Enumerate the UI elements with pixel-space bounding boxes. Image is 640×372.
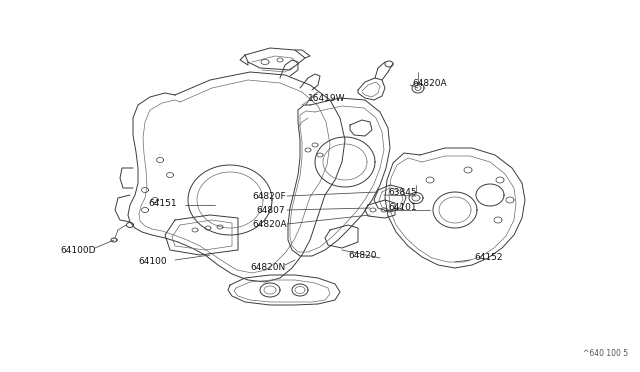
Text: 64101: 64101: [388, 202, 417, 212]
Text: 64151: 64151: [148, 199, 177, 208]
Text: 64820A: 64820A: [252, 219, 287, 228]
Text: 64820N: 64820N: [250, 263, 285, 272]
Text: 64100: 64100: [138, 257, 166, 266]
Text: 64100D: 64100D: [60, 246, 95, 254]
Text: 64820A: 64820A: [412, 78, 447, 87]
Text: 63845: 63845: [388, 187, 417, 196]
Text: 64152: 64152: [474, 253, 502, 262]
Text: 64820F: 64820F: [252, 192, 285, 201]
Text: 64807: 64807: [256, 205, 285, 215]
Text: ^640 100 5: ^640 100 5: [583, 349, 628, 358]
Text: 16419W: 16419W: [308, 93, 346, 103]
Text: 64820: 64820: [348, 250, 376, 260]
